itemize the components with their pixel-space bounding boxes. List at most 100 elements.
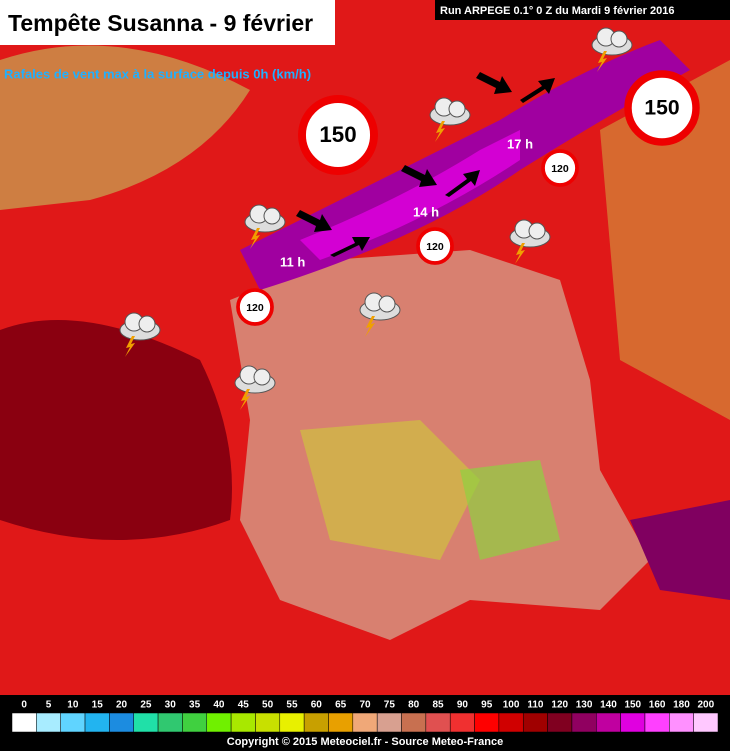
legend-label: 130 [576,700,593,711]
title: Tempête Susanna - 9 février [8,10,313,36]
legend-swatch [449,712,475,733]
speed-sign-label: 120 [426,241,444,253]
legend-swatch [36,712,61,733]
cloud [610,30,628,48]
cloud [378,295,396,313]
legend-label: 95 [481,700,493,711]
cloud [528,222,546,240]
speed-sign [416,227,454,265]
legend-swatch [109,712,134,733]
legend-label: 120 [551,700,568,711]
speed-sign [624,70,700,146]
legend-swatch [522,712,548,733]
storm-icon [244,204,286,249]
storm-icon [359,292,401,337]
legend-label: 35 [189,700,201,711]
legend-swatch [182,712,208,733]
legend-swatch [376,712,402,733]
storm-icon [591,27,633,72]
legend-swatch [84,712,110,733]
storm-icon [234,365,276,410]
lightning [515,243,525,264]
legend-label: 80 [408,700,420,711]
run-box [435,0,730,20]
legend-label: 85 [432,700,444,711]
lightning [435,121,445,142]
legend-label: 15 [92,700,104,711]
legend-swatch [693,712,719,733]
legend-swatch [425,712,451,733]
lightning [240,389,250,410]
legend-label: 55 [286,700,298,711]
legend-swatch [230,712,256,733]
copyright: Copyright © 2015 Meteociel.fr - Source M… [227,736,503,748]
storm-icon [119,312,161,357]
legend-label: 180 [673,700,690,711]
speed-sign-label: 120 [551,163,569,175]
arrow [445,170,480,197]
subtitle: Rafales de vent max à la surface depuis … [4,66,311,81]
legend-label: 110 [527,700,544,711]
legend-swatch [133,712,159,733]
run-info: Run ARPEGE 0.1° 0 Z du Mardi 9 février 2… [440,5,674,17]
lightning [597,51,607,72]
cloud [138,315,156,333]
legend-label: 75 [384,700,396,711]
legend-swatch [620,712,646,733]
legend-label: 40 [213,700,225,711]
legend-label: 140 [600,700,617,711]
arrow [401,165,437,187]
time-label: 11 h [280,254,305,269]
legend-label: 150 [624,700,641,711]
land-uk [0,45,250,210]
legend-label: 30 [165,700,177,711]
legend-swatch [571,712,597,733]
arrows [296,72,555,257]
arrow [296,210,332,232]
storm-icon [429,97,471,142]
cloud [263,207,281,225]
legend-label: 0 [21,700,27,711]
legend-swatch [157,712,183,733]
arrow [476,72,512,94]
legend-label: 200 [697,700,714,711]
arrow [330,237,370,257]
legend-swatch [498,712,524,733]
land-center [300,420,480,560]
legend-swatch [669,712,694,733]
legend-label: 25 [140,700,152,711]
legend-swatch [255,712,281,733]
lightning [365,316,375,337]
lightning [250,228,260,249]
legend-swatch [644,712,670,733]
legend-swatch [328,712,354,733]
legend-label: 100 [503,700,520,711]
legend-label: 10 [67,700,79,711]
time-label: 14 h [413,204,439,219]
speed-sign-label: 150 [644,97,679,120]
legend-swatch [279,712,305,733]
cloud [253,368,271,386]
legend-label: 20 [116,700,128,711]
sea-gust-zone [0,320,232,540]
speed-sign [541,149,579,187]
speed-sign-label: 120 [246,302,264,314]
speed-sign [298,95,378,175]
legend-label: 60 [311,700,323,711]
time-label: 17 h [507,136,533,151]
legend-label: 5 [46,700,52,711]
legend-label: 65 [335,700,347,711]
storm-icon [509,219,551,264]
arrow [520,78,555,103]
legend-swatch [60,712,86,733]
cloud [448,100,466,118]
legend-swatch [303,712,329,733]
legend-swatch [11,712,37,733]
speed-sign [236,288,274,326]
speed-sign-label: 150 [319,122,356,147]
legend-label: 45 [238,700,250,711]
legend-swatch [206,712,232,733]
legend-label: 70 [359,700,371,711]
